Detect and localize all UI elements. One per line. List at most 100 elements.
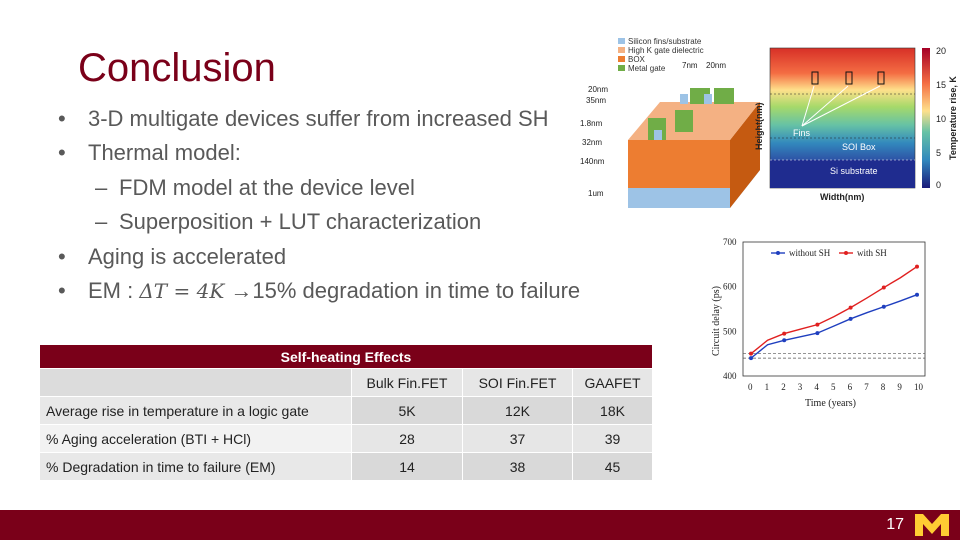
dim-label: 20nm <box>588 85 608 94</box>
table-cell: % Aging acceleration (BTI + HCl) <box>39 424 352 453</box>
table-cell: 45 <box>572 452 653 481</box>
bullet-mark: • <box>58 106 66 131</box>
data-point <box>881 304 886 309</box>
legend-label: BOX <box>628 55 646 64</box>
x-tick-label: 8 <box>881 382 886 392</box>
table-cell: 18K <box>572 396 653 425</box>
legend-label: High K gate dielectric <box>628 46 704 55</box>
colorbar-tick: 10 <box>936 114 946 124</box>
x-tick-label: 7 <box>864 382 869 392</box>
bullet-em: • EM : ΔT = 4K →15% degradation in time t… <box>58 278 580 304</box>
dim-label: 140nm <box>580 157 605 166</box>
x-tick-label: 10 <box>914 382 924 392</box>
y-tick-label: 700 <box>723 237 737 247</box>
x-tick-label: 5 <box>831 382 836 392</box>
y-tick-label: 400 <box>723 371 737 381</box>
bullet-text: 3-D multigate devices suffer from increa… <box>88 106 549 131</box>
circuit-delay-chart: without SH with SH 0 1 2 3 4 5 6 7 8 9 10 400 500 600 7… <box>711 237 926 409</box>
series-layer <box>749 264 919 361</box>
bullet-mark: • <box>58 140 66 165</box>
legend-swatch <box>618 65 625 71</box>
data-point <box>915 264 919 269</box>
data-point <box>881 285 886 290</box>
bullet-3: • Aging is accelerated <box>58 244 286 270</box>
table-cell: 37 <box>462 424 573 453</box>
legend-label: Silicon fins/substrate <box>628 37 702 46</box>
x-tick-label: 2 <box>781 382 786 392</box>
table-cell: 14 <box>351 452 463 481</box>
temperature-heatmap: Fins SOI Box Si substrate Width(nm) Heig… <box>754 47 916 202</box>
colorbar-tick: 20 <box>936 46 946 56</box>
grid-layer <box>743 353 925 359</box>
table-header-row: Bulk Fin.FET SOI Fin.FET GAAFET <box>39 368 653 397</box>
legend: Silicon fins/substrate High K gate diele… <box>618 37 704 73</box>
data-point <box>815 322 820 327</box>
table-title: Self-heating Effects <box>39 344 653 369</box>
arrow-icon: → <box>224 278 253 303</box>
page-number: 17 <box>886 516 904 533</box>
slide-title: Conclusion <box>78 46 276 90</box>
bullet-mark: – <box>95 209 108 234</box>
x-tick-label: 6 <box>848 382 853 392</box>
table-row: % Degradation in time to failure (EM) 14… <box>39 452 653 481</box>
data-point <box>848 305 853 310</box>
legend-marker <box>776 251 780 255</box>
em-suffix: 15% degradation in time to failure <box>252 278 581 303</box>
table-row: % Aging acceleration (BTI + HCl) 28 37 3… <box>39 424 653 453</box>
dim-label: 7nm <box>682 61 698 70</box>
dim-label: 20nm <box>706 61 726 70</box>
data-point <box>749 356 753 361</box>
heatmap-label: Fins <box>793 128 811 138</box>
y-tick-label: 500 <box>723 326 737 336</box>
sub-bullet-1: – FDM model at the device level <box>58 175 415 201</box>
data-point <box>848 316 853 321</box>
table-header-cell: SOI Fin.FET <box>462 368 573 397</box>
bullet-text: FDM model at the device level <box>119 175 415 200</box>
plot-frame <box>742 241 926 377</box>
legend-marker <box>844 251 848 255</box>
x-tick-label: 9 <box>897 382 902 392</box>
chart-legend: without SH with SH <box>771 248 887 258</box>
y-tick-label: 600 <box>723 282 737 292</box>
bullet-mark: • <box>58 278 66 303</box>
dim-label: 32nm <box>582 138 602 147</box>
y-axis-label: Height(nm) <box>754 103 764 151</box>
x-tick-label: 4 <box>814 382 819 392</box>
bullet-mark: – <box>95 175 108 200</box>
colorbar: 20 15 10 5 0 Temperature rise, K <box>922 46 958 190</box>
device-3d-diagram <box>628 88 760 208</box>
data-point <box>815 331 820 336</box>
table-cell: 38 <box>462 452 573 481</box>
x-axis-label: Width(nm) <box>820 192 864 202</box>
legend-swatch <box>618 38 625 44</box>
colorbar-tick: 0 <box>936 180 941 190</box>
em-math: ΔT = 4K <box>139 279 225 303</box>
university-logo-icon <box>915 514 949 536</box>
data-point <box>782 338 787 343</box>
table-cell: % Degradation in time to failure (EM) <box>39 452 352 481</box>
table-cell: 5K <box>351 396 463 425</box>
table-header-cell: Bulk Fin.FET <box>351 368 463 397</box>
table-cell: 12K <box>462 396 573 425</box>
data-point <box>782 331 787 336</box>
thermal-model-figure: Silicon fins/substrate High K gate diele… <box>580 37 958 208</box>
chart-y-label: Circuit delay (ps) <box>711 286 722 356</box>
legend-label: with SH <box>857 248 887 258</box>
bullet-text: Thermal model: <box>88 140 241 165</box>
x-tick-label: 3 <box>798 382 803 392</box>
footer-bar: 17 <box>0 510 960 540</box>
series-line <box>750 294 918 359</box>
bullet-text: Superposition + LUT characterization <box>119 209 482 234</box>
table-cell: Average rise in temperature in a logic g… <box>39 396 352 425</box>
table-header-cell <box>39 368 352 397</box>
dim-label: 1.8nm <box>580 119 603 128</box>
table-cell: 28 <box>351 424 463 453</box>
dim-label: 1um <box>588 189 604 198</box>
colorbar-label: Temperature rise, K <box>948 76 958 160</box>
legend-swatch <box>618 47 625 53</box>
series-line <box>750 265 918 355</box>
x-tick-label: 0 <box>748 382 753 392</box>
colorbar-tick: 5 <box>936 148 941 158</box>
table-header-cell: GAAFET <box>572 368 653 397</box>
sub-bullet-2: – Superposition + LUT characterization <box>58 209 481 235</box>
